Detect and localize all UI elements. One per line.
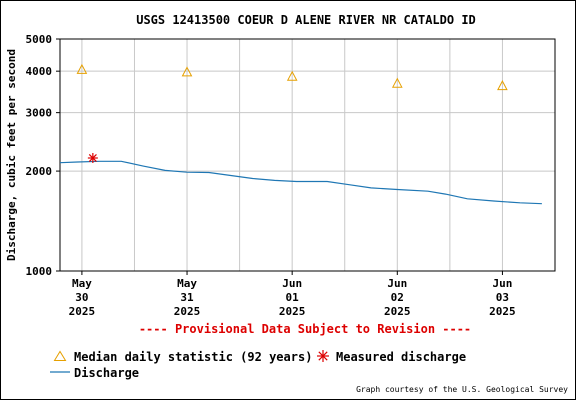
y-tick-label: 3000	[26, 107, 53, 120]
x-tick-month: May	[177, 277, 197, 290]
x-tick-year: 2025	[279, 305, 306, 318]
legend-discharge-label: Discharge	[74, 366, 139, 380]
chart-title: USGS 12413500 COEUR D ALENE RIVER NR CAT…	[136, 13, 476, 27]
y-tick-label: 4000	[26, 65, 53, 78]
legend-measured-label: Measured discharge	[336, 350, 466, 364]
legend: Median daily statistic (92 years) Measur…	[50, 350, 466, 380]
plot-area	[59, 38, 556, 272]
x-tick-day: 01	[286, 291, 300, 304]
x-tick-month: Jun	[282, 277, 302, 290]
x-tick-day: 31	[180, 291, 194, 304]
x-tick-month: Jun	[387, 277, 407, 290]
x-tick-day: 03	[496, 291, 509, 304]
median-triangle-point	[286, 70, 298, 81]
median-triangle-point	[181, 66, 193, 77]
legend-measured-asterisk-icon	[317, 350, 329, 362]
x-tick-year: 2025	[69, 305, 96, 318]
y-tick-label: 1000	[26, 265, 53, 278]
y-axis: 1000 2000 3000 4000 5000	[26, 33, 60, 278]
series-layer	[59, 63, 542, 205]
asterisk-stroke	[88, 153, 97, 163]
x-tick-month: May	[72, 277, 92, 290]
x-tick-year: 2025	[384, 305, 411, 318]
x-tick-year: 2025	[489, 305, 516, 318]
y-tick-label: 2000	[26, 165, 53, 178]
x-tick-day: 02	[391, 291, 404, 304]
x-axis: May302025May312025Jun012025Jun022025Jun0…	[69, 271, 516, 318]
measured-asterisk-point	[87, 153, 98, 164]
median-triangle-point	[76, 63, 88, 74]
median-triangle-point	[391, 77, 403, 88]
y-axis-label: Discharge, cubic feet per second	[5, 49, 18, 261]
x-tick-day: 30	[75, 291, 88, 304]
credit-text: Graph courtesy of the U.S. Geological Su…	[356, 385, 568, 394]
provisional-note: ---- Provisional Data Subject to Revisio…	[139, 322, 471, 336]
discharge-line	[59, 160, 542, 205]
median-triangle-point	[497, 80, 508, 91]
x-tick-year: 2025	[174, 305, 201, 318]
legend-median-triangle-icon	[53, 350, 67, 361]
legend-median-label: Median daily statistic (92 years)	[74, 350, 312, 364]
grid	[60, 38, 555, 272]
x-tick-month: Jun	[492, 277, 512, 290]
y-tick-label: 5000	[26, 33, 53, 46]
